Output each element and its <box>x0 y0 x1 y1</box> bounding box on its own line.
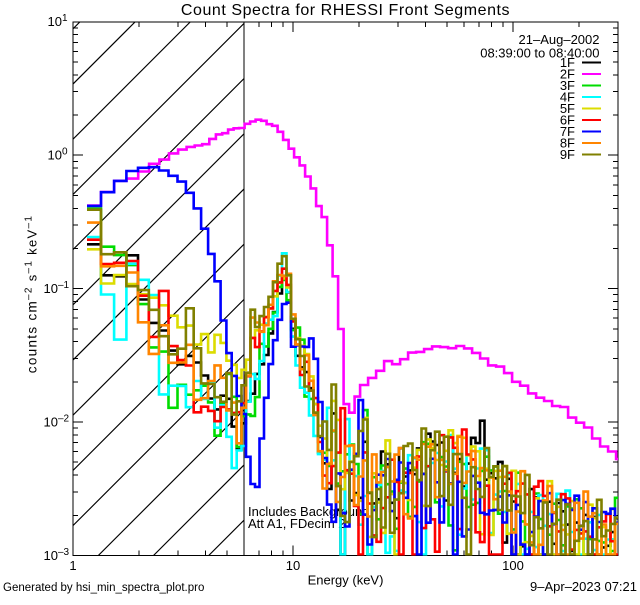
svg-text:1F: 1F <box>560 55 575 70</box>
svg-text:8F: 8F <box>560 136 575 151</box>
svg-text:7F: 7F <box>560 124 575 139</box>
svg-text:10: 10 <box>48 14 62 29</box>
svg-text:1: 1 <box>69 558 76 573</box>
svg-text:–2: –2 <box>58 414 70 425</box>
svg-text:1: 1 <box>62 13 68 24</box>
svg-text:Att A1, FDecim 2: Att A1, FDecim 2 <box>248 516 346 531</box>
svg-text:100: 100 <box>502 558 524 573</box>
svg-text:2F: 2F <box>560 67 575 82</box>
svg-text:–1: –1 <box>58 280 70 291</box>
svg-text:10: 10 <box>44 415 58 430</box>
svg-text:3F: 3F <box>560 78 575 93</box>
svg-text:Includes Background: Includes Background <box>248 504 369 519</box>
svg-text:10: 10 <box>48 148 62 163</box>
svg-text:08:39:00 to 08:40:00: 08:39:00 to 08:40:00 <box>480 46 599 61</box>
svg-text:6F: 6F <box>560 113 575 128</box>
svg-text:–3: –3 <box>58 547 70 558</box>
svg-text:9F: 9F <box>560 147 575 162</box>
svg-text:5F: 5F <box>560 101 575 116</box>
svg-text:10: 10 <box>44 281 58 296</box>
svg-text:counts cm–2 s–1 keV–1: counts cm–2 s–1 keV–1 <box>24 215 40 373</box>
svg-text:4F: 4F <box>560 90 575 105</box>
svg-text:10: 10 <box>286 558 300 573</box>
svg-text:0: 0 <box>62 147 68 158</box>
svg-text:10: 10 <box>44 548 58 563</box>
svg-text:9–Apr–2023 07:21: 9–Apr–2023 07:21 <box>530 579 637 594</box>
svg-text:Energy (keV): Energy (keV) <box>308 573 384 588</box>
svg-text:Count Spectra for RHESSI Front: Count Spectra for RHESSI Front Segments <box>181 2 510 19</box>
svg-text:Generated by hsi_min_spectra_p: Generated by hsi_min_spectra_plot.pro <box>3 582 204 594</box>
svg-text:21–Aug–2002: 21–Aug–2002 <box>519 32 600 47</box>
